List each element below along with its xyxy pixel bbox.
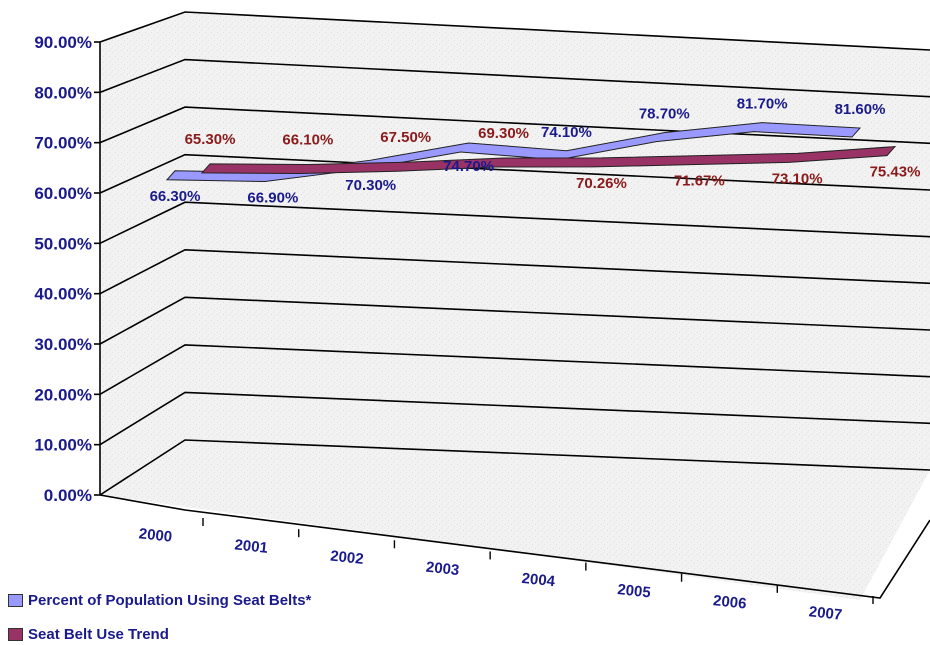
y-tick-label: 90.00%: [34, 33, 92, 52]
data-label: 65.30%: [185, 131, 236, 148]
legend-swatch-seat-belt-trend: [8, 628, 23, 641]
gridline: [99, 344, 930, 396]
data-label: 66.30%: [150, 188, 201, 205]
legend-swatch-seat-belt-use: [8, 594, 23, 607]
data-label: 75.43%: [870, 164, 921, 181]
data-label: 81.60%: [835, 101, 886, 118]
x-tick-label: 2001: [234, 536, 269, 556]
y-tick-label: 50.00%: [34, 234, 92, 253]
data-label: 70.26%: [576, 175, 627, 192]
y-tick-label: 0.00%: [44, 486, 92, 505]
y-tick-label: 10.00%: [34, 436, 92, 455]
legend-label-seat-belt-use: Percent of Population Using Seat Belts*: [28, 592, 312, 609]
gridline: [99, 153, 930, 194]
legend-item-seat-belt-use: Percent of Population Using Seat Belts*: [8, 592, 311, 609]
x-tick-label: 2007: [808, 603, 843, 623]
x-axis: [99, 494, 930, 599]
data-label: 66.10%: [282, 132, 333, 149]
x-tick-label: 2005: [617, 581, 652, 601]
data-label: 74.70%: [443, 158, 494, 175]
legend-label-seat-belt-trend: Seat Belt Use Trend: [28, 626, 169, 643]
data-label: 81.70%: [737, 96, 788, 113]
x-tick-label: 2006: [712, 592, 747, 612]
x-tick-label: 2002: [329, 548, 364, 568]
y-tick-label: 30.00%: [34, 335, 92, 354]
legend-item-seat-belt-trend: Seat Belt Use Trend: [8, 626, 169, 643]
data-label: 73.10%: [772, 170, 823, 187]
y-tick-label: 40.00%: [34, 285, 92, 304]
back-wall: [100, 12, 930, 495]
x-tick-label: 2004: [521, 570, 557, 590]
y-tick-label: 80.00%: [34, 83, 92, 102]
data-label: 67.50%: [380, 129, 431, 146]
gridline: [99, 58, 930, 98]
data-label: 71.67%: [674, 173, 725, 190]
series-seat-belt-trend-ribbon: [200, 146, 897, 175]
y-tick-label: 60.00%: [34, 184, 92, 203]
data-label: 74.10%: [541, 124, 592, 141]
gridline: [99, 391, 930, 446]
data-label: 78.70%: [639, 106, 690, 123]
y-tick-label: 70.00%: [34, 134, 92, 153]
data-label: 70.30%: [345, 177, 396, 194]
data-label: 69.30%: [478, 125, 529, 142]
gridline: [99, 11, 930, 51]
data-label: 66.90%: [247, 190, 298, 207]
y-tick-label: 20.00%: [34, 385, 92, 404]
gridline: [99, 439, 930, 496]
gridline: [99, 296, 930, 345]
x-tick-label: 2003: [425, 559, 460, 579]
floor: [100, 440, 930, 600]
x-tick-label: 2000: [138, 525, 173, 545]
gridline: [99, 248, 930, 295]
gridline: [99, 201, 930, 245]
